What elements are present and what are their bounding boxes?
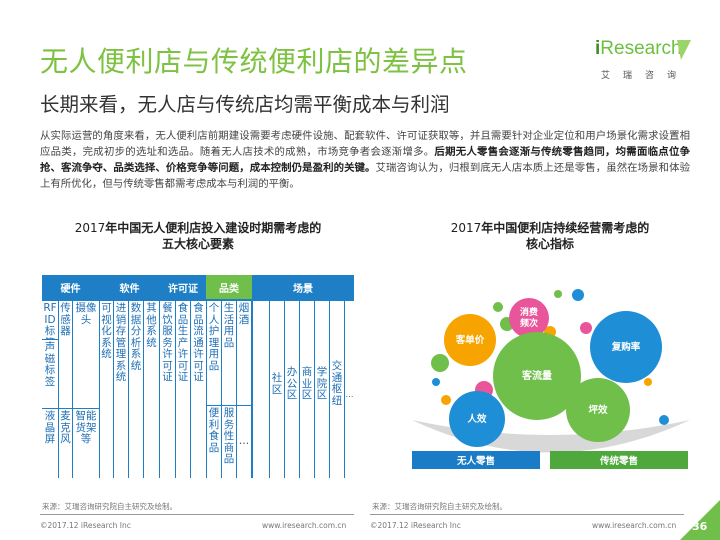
logo-flag-icon xyxy=(677,40,691,60)
cell-rfid: RFID标签 xyxy=(42,301,58,348)
footer-divider-left xyxy=(40,514,354,515)
deco-bubble xyxy=(580,322,592,334)
cell-visual-system: 可视化系统 xyxy=(100,301,113,478)
logo-subtitle: 艾瑞咨询 xyxy=(601,71,690,81)
cell-food-circulation-license: 食品流通许可证 xyxy=(191,301,206,478)
base-traditional-retail xyxy=(550,451,688,469)
bubble-label-labor-efficiency: 人效 xyxy=(467,413,487,425)
cell-catering-license: 餐饮服务许可证 xyxy=(160,301,175,478)
cell-business: 商业区 xyxy=(300,301,314,478)
logo-wordmark: iResearch xyxy=(595,38,682,59)
cell-microphone: 麦克风 xyxy=(59,409,72,478)
bubble-label-avg-ticket: 客单价 xyxy=(455,334,485,346)
cell-sensor: 传感器 xyxy=(59,301,72,408)
intro-paragraph: 从实际运营的角度来看，无人便利店前期建设需要考虑硬件设施、配套软件、许可证获取等… xyxy=(40,130,690,190)
header-hardware: 硬件 xyxy=(60,283,81,295)
bubble-traffic xyxy=(493,332,581,420)
deco-bubble xyxy=(431,354,449,372)
bubble-avg-ticket xyxy=(444,314,496,366)
bubble-label-repurchase: 复购率 xyxy=(611,341,641,353)
cell-transport: 交通枢纽 xyxy=(330,301,344,478)
cell-camera: 摄像头 xyxy=(73,301,99,408)
header-software: 软件 xyxy=(119,283,140,295)
deco-bubble xyxy=(644,378,652,386)
cell-service-goods: 服务性商品 xyxy=(222,406,236,478)
footer-url-right: www.iresearch.com.cn xyxy=(592,521,677,530)
cell-analytics-system: 数据分析系统 xyxy=(129,301,143,478)
iresearch-logo: iResearch 艾瑞咨询 xyxy=(595,38,691,82)
page-subtitle: 长期来看，无人店与传统店均需平衡成本与利润 xyxy=(40,93,450,116)
core-factors-table: 硬件 软件 许可证 品类 场景 RFID标签 声磁标签 传感器 摄像头 液晶屏 … xyxy=(42,275,354,478)
deco-bubble xyxy=(441,395,451,405)
deco-bubble xyxy=(572,289,584,301)
footer-url-left: www.iresearch.com.cn xyxy=(262,521,347,530)
bubble-floor-efficiency xyxy=(566,378,630,442)
left-chart-title: 2017年中国无人便利店投入建设时期需考虑的 五大核心要素 xyxy=(74,221,322,251)
bubble-labor-efficiency xyxy=(449,391,505,447)
base-label-traditional-retail: 传统零售 xyxy=(599,455,638,467)
bubble-label-floor-efficiency: 坪效 xyxy=(588,404,608,416)
cell-tobacco-spacer xyxy=(253,301,269,478)
header-scene: 场景 xyxy=(293,283,313,295)
cell-category-more: … xyxy=(237,406,251,478)
cell-scene-more: … xyxy=(345,301,354,478)
header-category: 品类 xyxy=(206,275,252,299)
cell-community: 社区 xyxy=(270,301,284,478)
cell-food-production-license: 食品生产许可证 xyxy=(176,301,190,478)
base-unmanned-retail xyxy=(412,451,540,469)
deco-bubble xyxy=(432,378,440,386)
deco-bubble xyxy=(493,302,503,312)
right-chart-title: 2017年中国便利店持续经营需考虑的 核心指标 xyxy=(450,221,650,251)
cell-living-goods: 生活用品 xyxy=(222,301,236,405)
header-license: 许可证 xyxy=(168,283,198,295)
footer-copyright-right: ©2017.12 iResearch Inc xyxy=(370,521,461,530)
cell-convenience-food: 便利食品 xyxy=(207,406,221,478)
deco-bubble xyxy=(659,415,669,425)
cell-personal-care: 个人护理用品 xyxy=(207,301,221,405)
cell-office: 办公区 xyxy=(285,301,299,478)
footer-divider-right xyxy=(370,514,684,515)
cell-tobacco-alcohol: 烟酒 xyxy=(237,301,251,405)
base-label-unmanned-retail: 无人零售 xyxy=(456,455,495,467)
page-title: 无人便利店与传统便利店的差异点 xyxy=(40,45,468,78)
cell-acoustic-tag: 声磁标签 xyxy=(42,340,58,408)
bubble-repurchase xyxy=(590,311,662,383)
bubble-label-frequency-2: 频次 xyxy=(520,317,538,329)
cell-lcd: 液晶屏 xyxy=(42,409,58,478)
deco-bubble xyxy=(554,290,562,298)
page-number-corner xyxy=(680,500,720,540)
footer-copyright-left: ©2017.12 iResearch Inc xyxy=(40,521,131,530)
cell-smart-shelf: 智能货架等 xyxy=(73,409,99,478)
bubble-label-frequency-1: 消费 xyxy=(520,306,538,318)
source-note-left: 来源：艾瑞咨询研究院自主研究及绘制。 xyxy=(42,502,177,511)
cell-school: 学院区 xyxy=(315,301,329,478)
bubble-label-traffic: 客流量 xyxy=(521,369,552,382)
cell-other-system: 其他系统 xyxy=(144,301,159,478)
page-number: 36 xyxy=(692,520,708,533)
bubble-frequency xyxy=(509,298,549,338)
cell-erp-system: 进销存管理系统 xyxy=(114,301,128,478)
source-note-right: 来源：艾瑞咨询研究院自主研究及绘制。 xyxy=(372,502,507,511)
core-metrics-bubble-diagram: 消费 频次 客单价 复购率 客流量 人效 坪效 无人零售 传统零售 xyxy=(412,289,690,469)
